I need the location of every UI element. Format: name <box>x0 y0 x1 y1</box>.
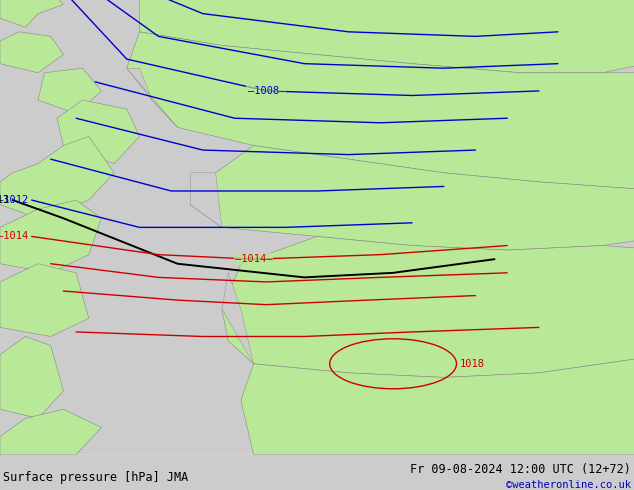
Polygon shape <box>0 200 101 273</box>
Text: —1013: —1013 <box>0 195 10 205</box>
Text: 1017—: 1017— <box>633 313 634 323</box>
Text: 1014—: 1014— <box>633 231 634 242</box>
Text: 1016—: 1016— <box>633 281 634 292</box>
Text: ©weatheronline.co.uk: ©weatheronline.co.uk <box>506 480 631 490</box>
Polygon shape <box>0 409 101 455</box>
Polygon shape <box>222 237 634 377</box>
Polygon shape <box>190 146 634 250</box>
Text: —1012: —1012 <box>0 195 29 205</box>
Polygon shape <box>0 136 114 218</box>
Polygon shape <box>57 100 139 164</box>
Text: 1011—: 1011— <box>633 168 634 178</box>
Text: —1009: —1009 <box>0 31 1 41</box>
Text: 1015—: 1015— <box>633 259 634 269</box>
Polygon shape <box>127 32 634 191</box>
Text: 1013—: 1013— <box>633 231 634 242</box>
Polygon shape <box>0 264 89 337</box>
Text: 1009—: 1009— <box>633 104 634 114</box>
Text: —1016: —1016 <box>0 281 1 292</box>
Text: —1014: —1014 <box>0 231 29 242</box>
Text: —1014—: —1014— <box>235 254 273 264</box>
Polygon shape <box>241 355 634 455</box>
Polygon shape <box>190 173 222 227</box>
Text: 1018: 1018 <box>460 359 484 369</box>
Bar <box>0 455 634 490</box>
Text: Surface pressure [hPa] JMA: Surface pressure [hPa] JMA <box>3 471 188 484</box>
Polygon shape <box>222 273 254 364</box>
Text: 1006—: 1006— <box>633 13 634 23</box>
Text: 1007—: 1007— <box>633 49 634 60</box>
Text: —1011: —1011 <box>0 109 1 119</box>
Polygon shape <box>127 68 178 127</box>
Polygon shape <box>38 68 101 114</box>
Polygon shape <box>0 0 63 27</box>
Polygon shape <box>0 337 63 418</box>
Text: —1008—: —1008— <box>247 86 285 96</box>
Text: 1008—: 1008— <box>633 77 634 87</box>
Text: 1010—: 1010— <box>633 131 634 142</box>
Text: Fr 09-08-2024 12:00 UTC (12+72): Fr 09-08-2024 12:00 UTC (12+72) <box>410 463 631 476</box>
Text: —1015: —1015 <box>0 254 1 264</box>
Text: 1012—: 1012— <box>633 199 634 210</box>
Text: —1017: —1017 <box>0 322 1 332</box>
Text: —1010: —1010 <box>0 68 1 78</box>
Polygon shape <box>139 0 634 73</box>
Polygon shape <box>0 32 63 73</box>
